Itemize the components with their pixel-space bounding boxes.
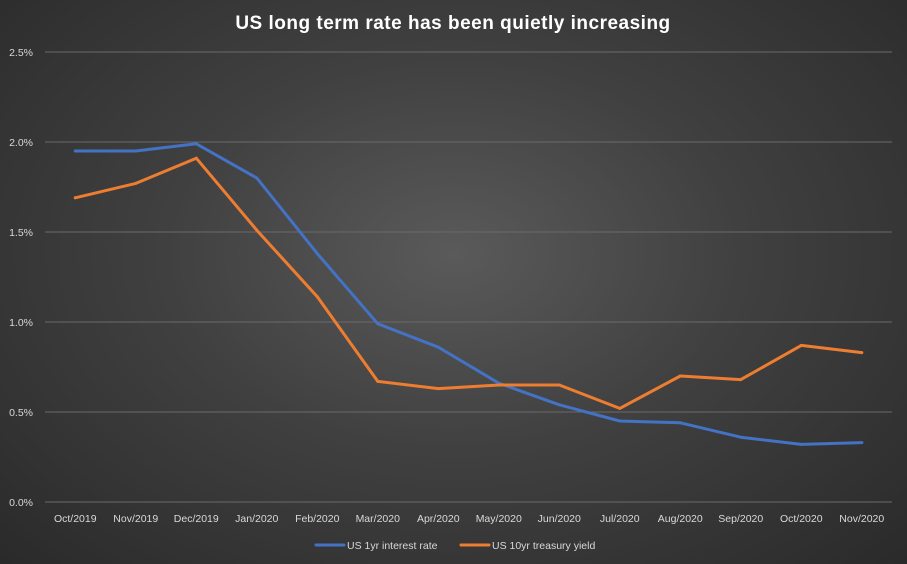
y-tick-label: 0.0%: [9, 497, 33, 509]
data-point: [134, 181, 138, 185]
series-lines: [73, 142, 864, 446]
x-tick-label: Mar/2020: [356, 513, 401, 525]
data-point: [134, 149, 138, 153]
data-point: [376, 379, 380, 383]
y-tick-label: 1.5%: [9, 227, 33, 239]
data-point: [73, 149, 77, 153]
x-tick-label: Dec/2019: [174, 513, 219, 525]
data-point: [860, 351, 864, 355]
chart-title: US long term rate has been quietly incre…: [235, 13, 670, 34]
data-point: [194, 156, 198, 160]
x-tick-label: Jan/2020: [235, 513, 278, 525]
x-tick-label: Aug/2020: [658, 513, 703, 525]
x-tick-label: Feb/2020: [295, 513, 340, 525]
data-point: [194, 142, 198, 146]
data-point: [739, 435, 743, 439]
legend: US 1yr interest rate US 10yr treasury yie…: [314, 540, 595, 552]
data-point: [255, 228, 259, 232]
data-point: [315, 252, 319, 256]
y-tick-label: 1.0%: [9, 317, 33, 329]
y-axis-ticks: 0.0% 0.5% 1.0% 1.5% 2.0% 2.5%: [9, 47, 33, 509]
x-tick-label: Jul/2020: [600, 513, 640, 525]
x-tick-label: May/2020: [476, 513, 522, 525]
y-tick-label: 2.5%: [9, 47, 33, 59]
data-point: [255, 176, 259, 180]
data-point: [315, 295, 319, 299]
data-point: [678, 374, 682, 378]
x-tick-label: Jun/2020: [538, 513, 581, 525]
data-point: [557, 403, 561, 407]
x-tick-label: Nov/2019: [113, 513, 158, 525]
legend-label: US 10yr treasury yield: [492, 540, 595, 552]
x-axis-ticks: Oct/2019 Nov/2019 Dec/2019 Jan/2020 Feb/2020…: [54, 513, 884, 525]
series-line-1: [73, 156, 864, 410]
data-point: [618, 406, 622, 410]
y-tick-label: 2.0%: [9, 137, 33, 149]
data-point: [618, 419, 622, 423]
x-tick-label: Apr/2020: [417, 513, 460, 525]
x-tick-label: Oct/2019: [54, 513, 97, 525]
data-point: [799, 442, 803, 446]
data-point: [678, 421, 682, 425]
data-point: [436, 345, 440, 349]
data-point: [557, 383, 561, 387]
y-tick-label: 0.5%: [9, 407, 33, 419]
x-tick-label: Sep/2020: [718, 513, 763, 525]
x-tick-label: Oct/2020: [780, 513, 823, 525]
series-line-0: [73, 142, 864, 446]
data-point: [860, 441, 864, 445]
data-point: [497, 383, 501, 387]
data-point: [73, 196, 77, 200]
x-tick-label: Nov/2020: [839, 513, 884, 525]
data-point: [376, 322, 380, 326]
data-point: [799, 343, 803, 347]
data-point: [436, 387, 440, 391]
legend-label: US 1yr interest rate: [347, 540, 438, 552]
data-point: [739, 378, 743, 382]
gridlines: [45, 51, 892, 503]
